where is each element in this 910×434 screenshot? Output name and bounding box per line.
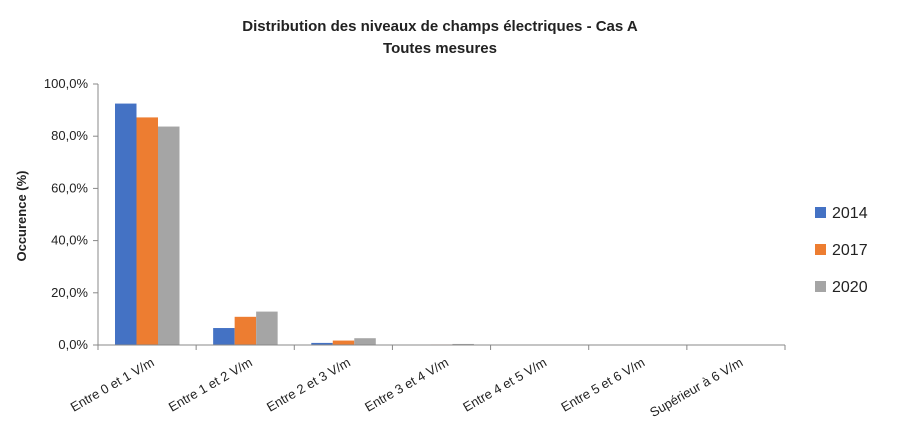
x-tick-label: Entre 3 et 4 V/m bbox=[362, 355, 451, 415]
bar-2014 bbox=[213, 328, 235, 345]
legend-swatch-2017 bbox=[815, 244, 826, 255]
x-tick-label: Entre 4 et 5 V/m bbox=[460, 355, 549, 415]
bar-2020 bbox=[158, 127, 180, 345]
x-tick-label: Entre 2 et 3 V/m bbox=[264, 355, 353, 415]
legend-swatch-2020 bbox=[815, 281, 826, 292]
y-tick-label: 0,0% bbox=[58, 337, 88, 352]
bar-2017 bbox=[137, 117, 159, 345]
bar-2020 bbox=[354, 338, 376, 345]
y-axis-label: Occurence (%) bbox=[14, 170, 29, 261]
y-tick-label: 80,0% bbox=[51, 128, 88, 143]
legend-label: 2014 bbox=[832, 205, 868, 222]
x-tick-label: Supérieur à 6 V/m bbox=[647, 355, 745, 420]
x-tick-label: Entre 0 et 1 V/m bbox=[68, 355, 157, 415]
chart-subtitle: Toutes mesures bbox=[383, 40, 497, 57]
bar-2017 bbox=[235, 317, 257, 345]
chart-title: Distribution des niveaux de champs élect… bbox=[242, 18, 638, 35]
y-tick-label: 20,0% bbox=[51, 285, 88, 300]
x-tick-label: Entre 5 et 6 V/m bbox=[558, 355, 647, 415]
bar-2014 bbox=[115, 104, 137, 345]
bar-2017 bbox=[333, 341, 355, 345]
y-tick-label: 60,0% bbox=[51, 180, 88, 195]
y-tick-label: 40,0% bbox=[51, 233, 88, 248]
x-tick-label: Entre 1 et 2 V/m bbox=[166, 355, 255, 415]
legend-label: 2017 bbox=[832, 242, 868, 259]
legend-label: 2020 bbox=[832, 279, 868, 296]
bar-2020 bbox=[256, 312, 278, 345]
y-tick-label: 100,0% bbox=[44, 76, 89, 91]
legend-swatch-2014 bbox=[815, 207, 826, 218]
